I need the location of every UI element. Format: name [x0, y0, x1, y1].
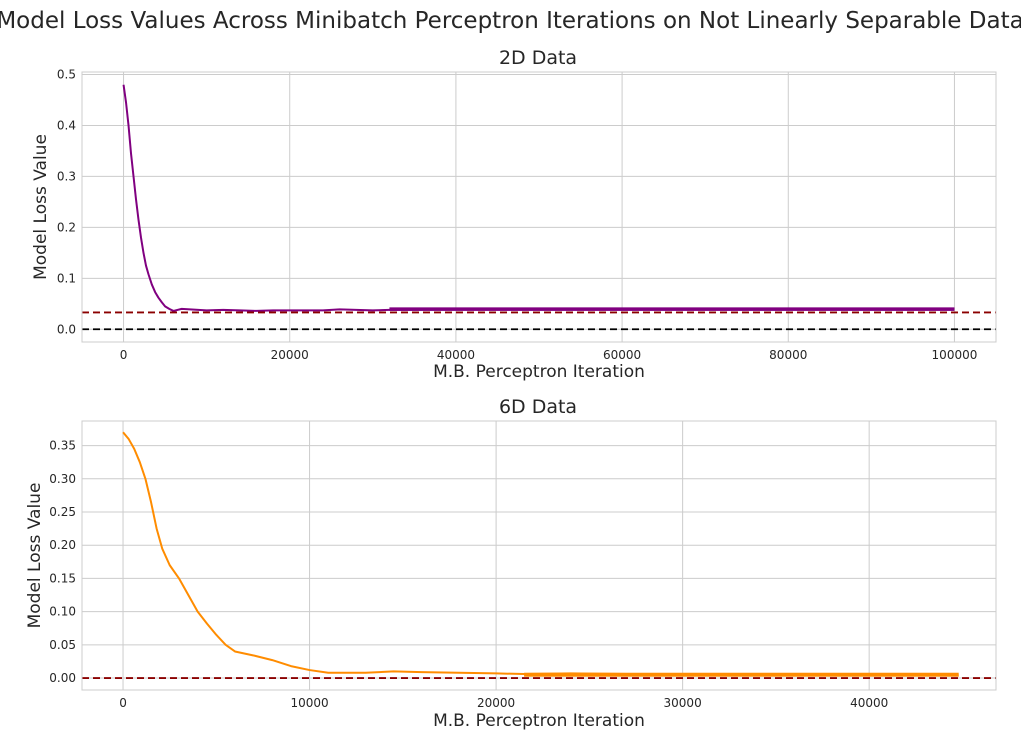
plot-frame-6d — [81, 420, 997, 691]
x-tick-label-2d-1: 20000 — [271, 348, 309, 362]
y-tick-label-6d-5: 0.25 — [49, 505, 76, 519]
y-tick-label-6d-0: 0.00 — [49, 671, 76, 685]
x-tick-label-2d-3: 60000 — [603, 348, 641, 362]
series-line-6d-0 — [122, 431, 959, 677]
y-tick-label-2d-1: 0.1 — [57, 271, 76, 285]
x-tick-label-2d-5: 100000 — [932, 348, 978, 362]
y-tick-label-2d-2: 0.2 — [57, 220, 76, 234]
y-tick-label-6d-7: 0.35 — [49, 439, 76, 453]
y-axis-label-2d: Model Loss Value — [31, 134, 51, 280]
y-axis-label-6d: Model Loss Value — [25, 483, 45, 629]
y-tick-label-2d-4: 0.4 — [57, 118, 76, 132]
x-tick-label-6d-4: 40000 — [850, 696, 888, 710]
x-tick-label-2d-0: 0 — [120, 348, 128, 362]
x-tick-label-2d-4: 80000 — [769, 348, 807, 362]
x-tick-label-6d-1: 10000 — [290, 696, 328, 710]
y-tick-label-2d-3: 0.3 — [57, 169, 76, 183]
series-6d — [122, 431, 959, 677]
x-tick-label-6d-2: 20000 — [477, 696, 515, 710]
x-axis-label-2d: M.B. Perceptron Iteration — [433, 362, 645, 382]
y-tick-label-2d-5: 0.5 — [57, 68, 76, 82]
reference-lines-2d — [82, 311, 996, 331]
grid-2d — [82, 72, 996, 342]
series-2d — [122, 84, 955, 312]
y-tick-label-6d-2: 0.10 — [49, 605, 76, 619]
figure-suptitle: Model Loss Values Across Minibatch Perce… — [0, 8, 1021, 34]
subplot-6d: 6D Data 0 10000 20000 30000 40000 0.000.050.… — [25, 396, 997, 731]
subplot-title-2d: 2D Data — [499, 47, 577, 69]
subplot-title-6d: 6D Data — [499, 396, 577, 418]
y-tick-label-6d-4: 0.20 — [49, 538, 76, 552]
subplot-2d: 2D Data 0 20000 40000 60000 80000 100000 0.00… — [31, 47, 997, 382]
x-ticks-2d: 0 20000 40000 60000 80000 100000 — [120, 348, 978, 362]
y-tick-label-2d-0: 0.0 — [57, 322, 76, 336]
x-axis-label-6d: M.B. Perceptron Iteration — [433, 711, 645, 731]
y-tick-label-6d-1: 0.05 — [49, 638, 76, 652]
plot-frame-2d — [81, 71, 997, 343]
x-ticks-6d: 0 10000 20000 30000 40000 — [119, 696, 888, 710]
y-tick-label-6d-3: 0.15 — [49, 571, 76, 585]
x-tick-label-6d-0: 0 — [119, 696, 127, 710]
x-tick-label-6d-3: 30000 — [664, 696, 702, 710]
x-tick-label-2d-2: 40000 — [437, 348, 475, 362]
y-tick-label-6d-6: 0.30 — [49, 472, 76, 486]
y-ticks-2d: 0.0 0.1 0.2 0.3 0.4 0.5 — [57, 68, 76, 337]
y-ticks-6d: 0.00 0.05 0.10 0.15 0.20 0.25 0.30 0.35 — [49, 439, 76, 685]
series-line-2d-0 — [122, 84, 955, 312]
grid-6d — [82, 421, 996, 690]
